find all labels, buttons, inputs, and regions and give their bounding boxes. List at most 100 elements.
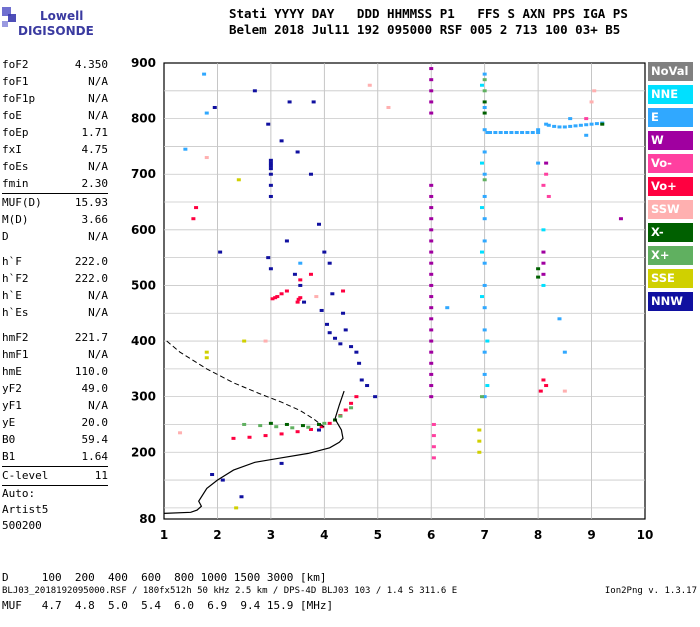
- echo-point-voplus: [308, 427, 313, 431]
- echo-point-w: [429, 361, 434, 365]
- parameter-name: yF1: [2, 399, 22, 412]
- echo-point-nne: [479, 83, 484, 87]
- y-tick-label: 800: [131, 112, 156, 126]
- echo-point-vominus: [584, 117, 589, 121]
- echo-point-nnw: [349, 345, 354, 349]
- echo-point-voplus: [275, 295, 280, 299]
- echo-point-xplus: [306, 425, 311, 429]
- echo-point-voplus: [341, 289, 346, 293]
- legend-entry-sse: SSE: [648, 269, 693, 288]
- echo-point-e: [482, 283, 487, 287]
- x-tick-label: 2: [213, 528, 221, 542]
- echo-point-voplus: [247, 435, 252, 439]
- parameter-row: fxI 4.75: [2, 141, 108, 158]
- echo-point-e: [482, 350, 487, 354]
- echo-point-e: [578, 123, 583, 127]
- echo-point-w: [429, 194, 434, 198]
- echo-point-e: [482, 105, 487, 109]
- echo-point-ssw: [178, 431, 183, 435]
- echo-point-nnw: [333, 336, 338, 340]
- echo-point-e: [482, 128, 487, 132]
- echo-point-e: [568, 117, 573, 121]
- echo-point-voplus: [343, 408, 348, 412]
- echo-point-voplus: [284, 289, 289, 293]
- echo-point-nnw: [268, 158, 273, 162]
- y-tick-label: 80: [139, 512, 156, 526]
- x-tick-label: 8: [534, 528, 542, 542]
- parameter-row: D N/A: [2, 228, 108, 245]
- echo-point-voplus: [319, 425, 324, 429]
- echo-point-nnw: [220, 478, 225, 482]
- parameter-value: 1.64: [81, 450, 109, 463]
- echo-point-nnw: [266, 256, 271, 260]
- echo-point-sse: [242, 339, 247, 343]
- echo-point-ssw: [562, 389, 567, 393]
- parameter-name: C-level: [2, 469, 49, 482]
- plot-frame: [163, 62, 646, 520]
- echo-point-xplus: [338, 414, 343, 418]
- echo-point-nnw: [268, 172, 273, 176]
- echo-point-w: [429, 250, 434, 254]
- echo-point-ssw: [589, 100, 594, 104]
- parameter-name: hmF2: [2, 331, 29, 344]
- x-tick-label: 10: [637, 528, 654, 542]
- echo-point-e: [594, 122, 599, 126]
- parameter-value: 20.0: [81, 416, 109, 429]
- echo-point-sse: [204, 350, 209, 354]
- echo-point-nnw: [359, 378, 364, 382]
- parameter-name: h`F2: [2, 272, 29, 285]
- autoscaling-info-line: 500200: [2, 519, 42, 532]
- echo-point-nne: [485, 339, 490, 343]
- echo-point-voplus: [544, 384, 549, 388]
- echo-point-nnw: [365, 384, 370, 388]
- y-tick-label: 300: [131, 390, 156, 404]
- echo-point-vominus: [541, 183, 546, 187]
- echo-point-e: [183, 147, 188, 151]
- legend-entry-nnw: NNW: [648, 292, 693, 311]
- y-tick-label: 500: [131, 278, 156, 292]
- echo-point-w: [429, 217, 434, 221]
- echo-point-nnw: [316, 222, 321, 226]
- echo-point-e: [557, 317, 562, 321]
- echo-point-nnw: [284, 239, 289, 243]
- echo-point-nnw: [338, 342, 343, 346]
- legend-entry-nne: NNE: [648, 85, 693, 104]
- echo-point-sse: [236, 178, 241, 182]
- echo-point-xplus: [322, 421, 327, 425]
- echo-point-nne: [479, 161, 484, 165]
- x-tick-label: 6: [427, 528, 435, 542]
- file-status-line: BLJ03_2018192095000.RSF / 180fx512h 50 k…: [2, 586, 458, 596]
- echo-point-nne: [479, 206, 484, 210]
- parameter-value: 4.350: [74, 58, 108, 71]
- parameter-name: foF2: [2, 58, 29, 71]
- echo-point-nne: [485, 384, 490, 388]
- echo-point-e: [493, 131, 498, 135]
- echo-point-e: [482, 194, 487, 198]
- echo-point-xminus: [316, 422, 321, 426]
- parameter-value: N/A: [88, 92, 108, 105]
- parameter-value: 49.0: [81, 382, 109, 395]
- parameter-row: hmE 110.0: [2, 363, 108, 380]
- echo-point-nne: [541, 228, 546, 232]
- echo-point-w: [429, 239, 434, 243]
- parameter-name: MUF(D): [2, 196, 42, 209]
- echo-point-w: [429, 206, 434, 210]
- y-tick-label: 600: [131, 223, 156, 237]
- distance-row: D 100 200 400 600 800 1000 1500 3000 [km…: [2, 571, 327, 584]
- echo-point-w: [541, 272, 546, 276]
- echo-point-e: [509, 131, 514, 135]
- echo-point-vominus: [431, 445, 436, 449]
- echo-point-voplus: [295, 430, 300, 434]
- echo-point-vominus: [544, 172, 549, 176]
- echo-point-xminus: [300, 424, 305, 428]
- y-tick-label: 700: [131, 167, 156, 181]
- parameter-row: fmin 2.30: [2, 175, 108, 192]
- parameter-row: foF2 4.350: [2, 56, 108, 73]
- echo-point-sse: [204, 356, 209, 360]
- echo-point-nnw: [210, 473, 215, 477]
- parameter-row: h`F2 222.0: [2, 270, 108, 287]
- echo-point-e: [589, 122, 594, 126]
- echo-point-e: [584, 133, 589, 137]
- y-tick-label: 900: [131, 56, 156, 70]
- echo-point-xplus: [482, 89, 487, 93]
